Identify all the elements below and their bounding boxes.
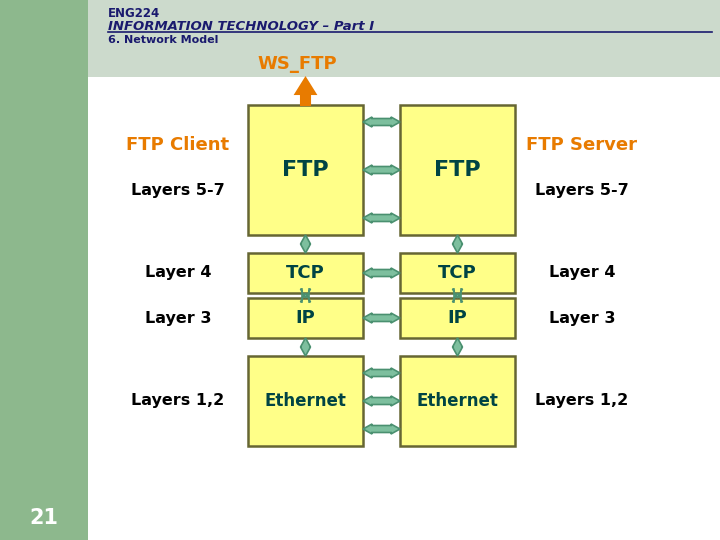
Text: Layers 1,2: Layers 1,2: [131, 394, 225, 408]
Bar: [88, 0, 720, 77]
Text: TCP: TCP: [438, 264, 477, 282]
Polygon shape: [452, 338, 462, 356]
Text: FTP Client: FTP Client: [127, 136, 230, 154]
Text: Layer 3: Layer 3: [549, 310, 616, 326]
Text: Layer 4: Layer 4: [145, 266, 211, 280]
Polygon shape: [363, 213, 400, 223]
Text: FTP Server: FTP Server: [526, 136, 637, 154]
Text: Layers 1,2: Layers 1,2: [536, 394, 629, 408]
Text: IP: IP: [296, 309, 315, 327]
Bar: [248, 298, 363, 338]
Bar: [400, 298, 515, 338]
Text: FTP: FTP: [282, 160, 329, 180]
Text: Ethernet: Ethernet: [264, 392, 346, 410]
Bar: [400, 105, 515, 235]
Polygon shape: [363, 424, 400, 434]
Polygon shape: [363, 268, 400, 278]
Text: Ethernet: Ethernet: [417, 392, 498, 410]
Polygon shape: [452, 235, 462, 253]
Text: IP: IP: [448, 309, 467, 327]
Bar: [248, 105, 363, 235]
Text: Layers 5-7: Layers 5-7: [535, 183, 629, 198]
Bar: [0, 0, 88, 540]
Text: TCP: TCP: [286, 264, 325, 282]
Polygon shape: [452, 289, 462, 302]
Text: 6. Network Model: 6. Network Model: [108, 35, 218, 45]
Polygon shape: [363, 117, 400, 127]
Polygon shape: [363, 313, 400, 323]
Text: Layer 4: Layer 4: [549, 266, 616, 280]
Text: INFORMATION TECHNOLOGY – Part I: INFORMATION TECHNOLOGY – Part I: [108, 20, 374, 33]
Text: FTP: FTP: [434, 160, 481, 180]
Polygon shape: [363, 368, 400, 378]
Text: Layers 5-7: Layers 5-7: [131, 183, 225, 198]
Polygon shape: [363, 396, 400, 406]
Polygon shape: [300, 338, 310, 356]
Text: ENG224: ENG224: [108, 7, 161, 20]
Polygon shape: [363, 165, 400, 175]
Bar: [400, 253, 515, 293]
Text: WS_FTP: WS_FTP: [258, 55, 337, 73]
Polygon shape: [295, 78, 315, 105]
Text: 21: 21: [30, 508, 58, 528]
Bar: [400, 356, 515, 446]
Bar: [248, 356, 363, 446]
Text: Layer 3: Layer 3: [145, 310, 211, 326]
Bar: [248, 253, 363, 293]
Polygon shape: [300, 289, 310, 302]
Polygon shape: [300, 235, 310, 253]
